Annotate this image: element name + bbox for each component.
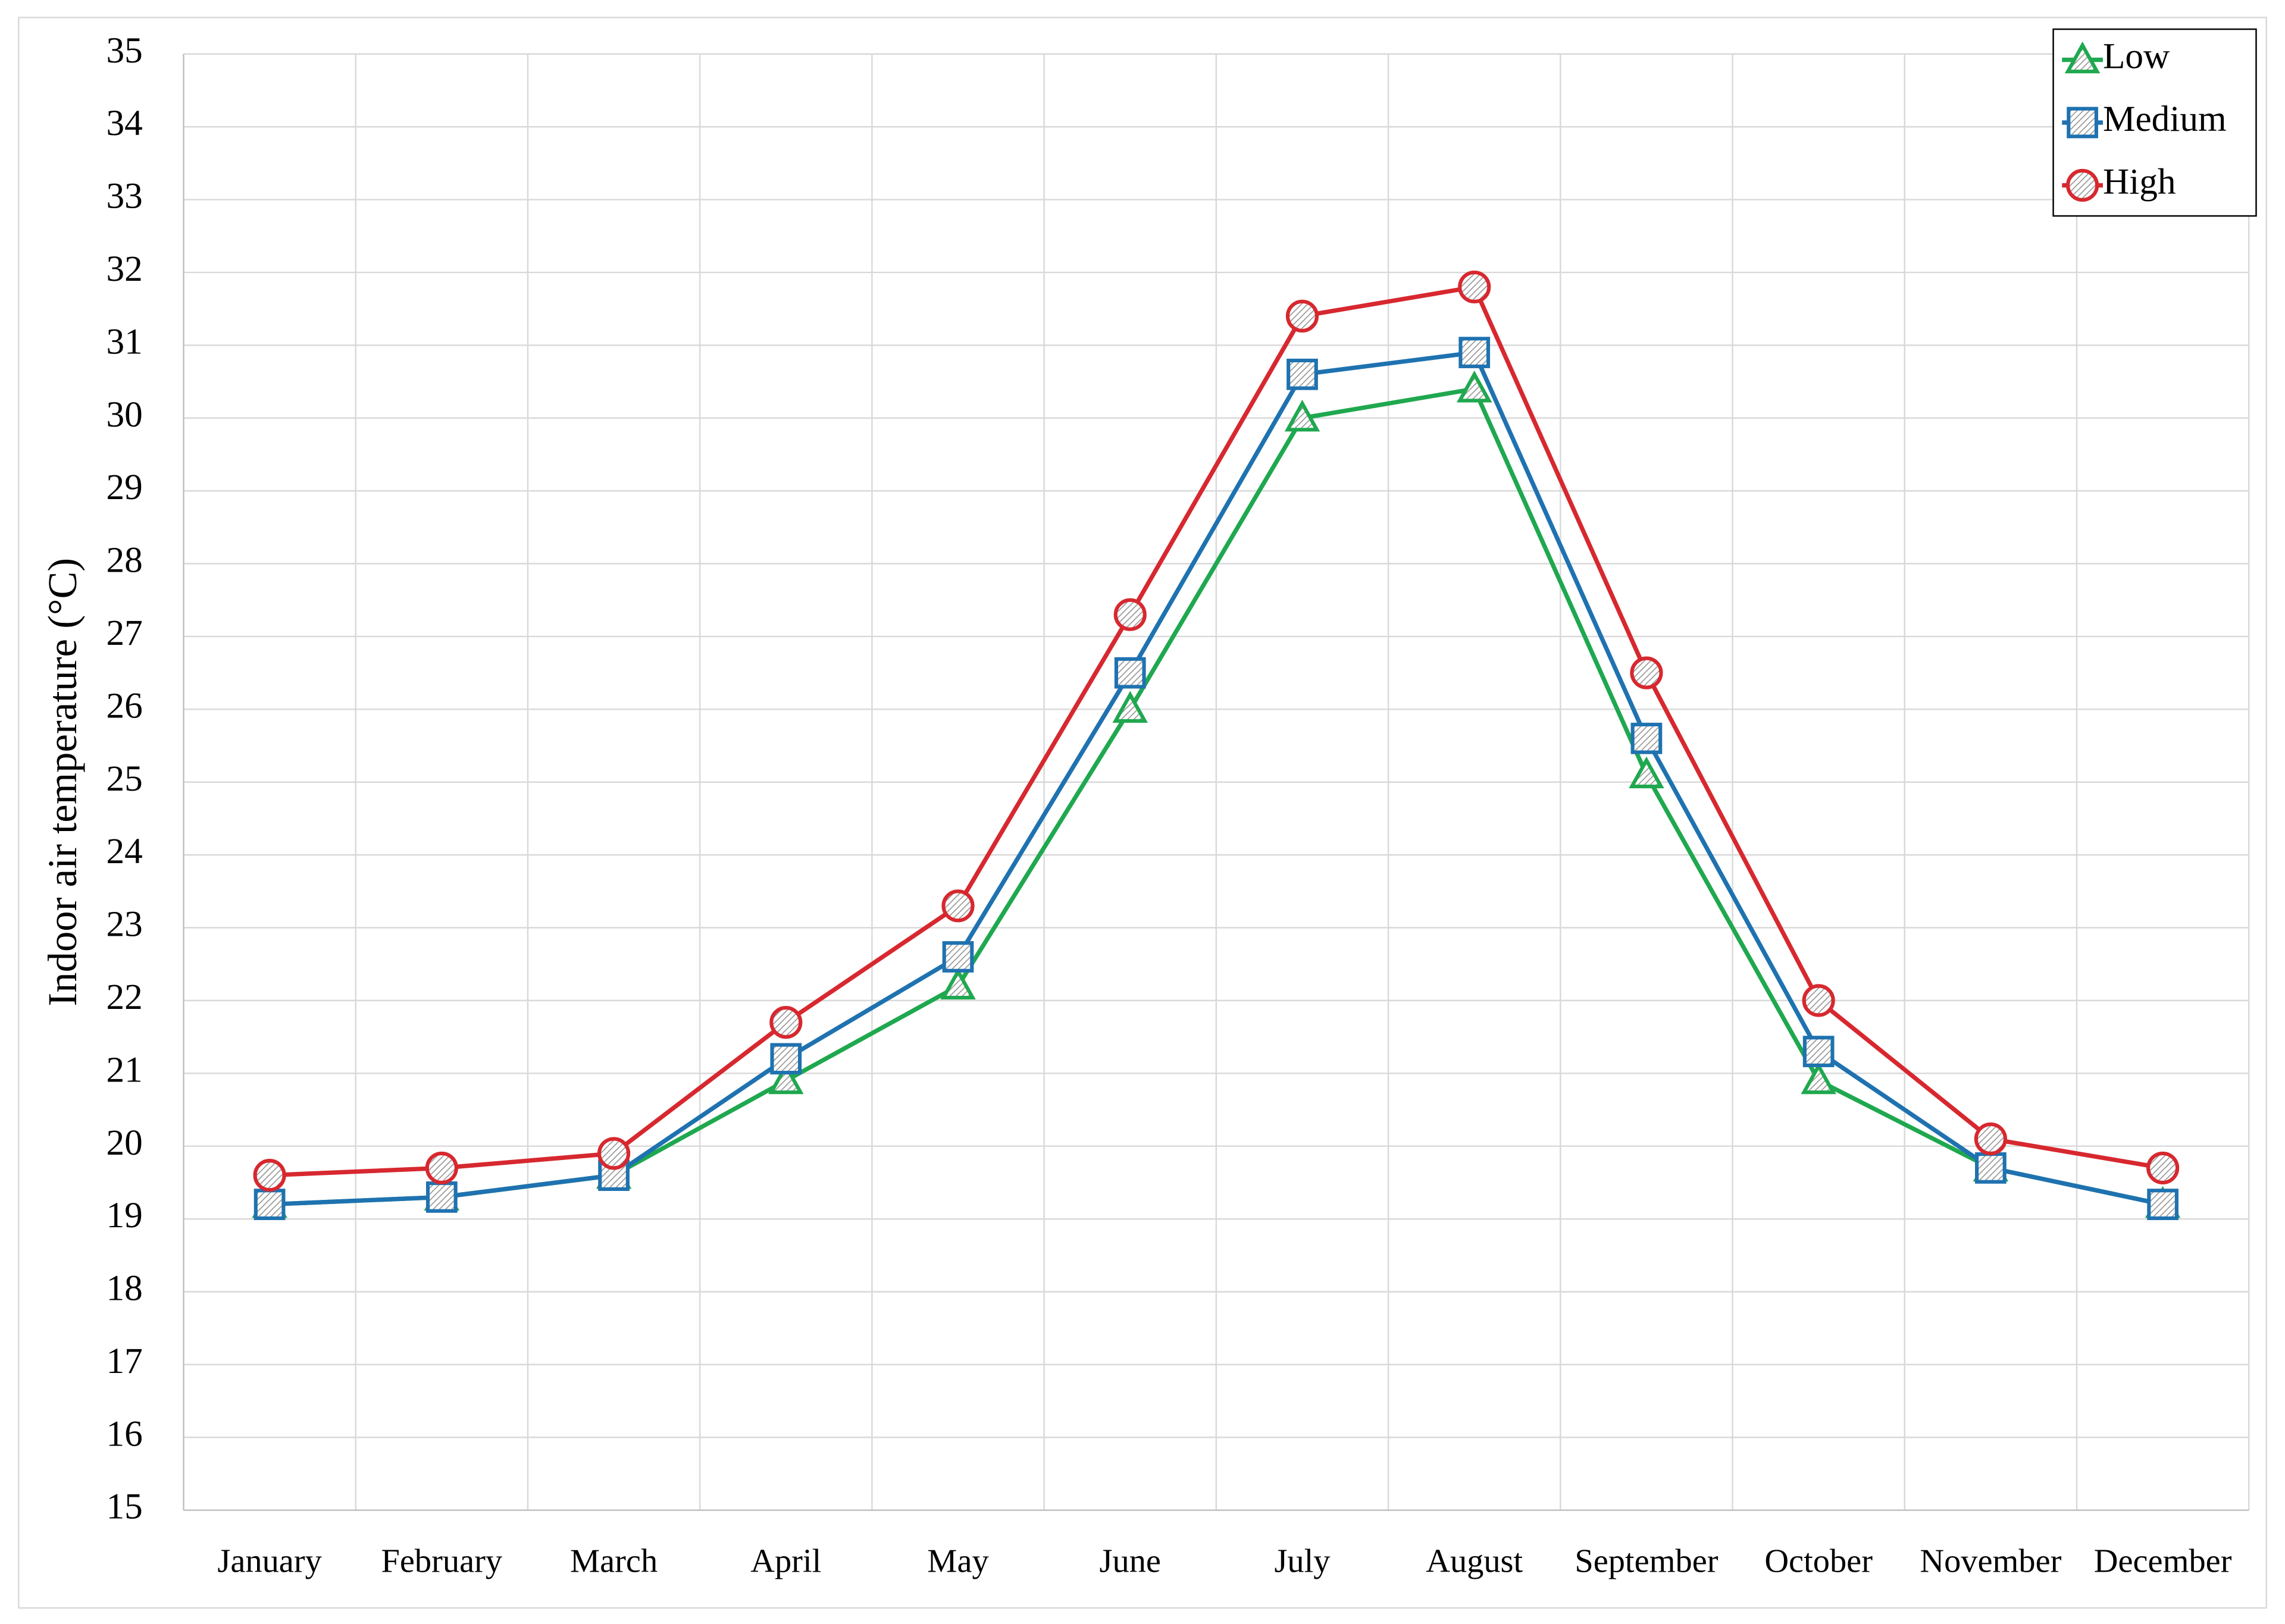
- marker-square: [2067, 106, 2098, 139]
- x-tick-label: December: [2094, 1543, 2232, 1579]
- x-tick-label: September: [1575, 1543, 1718, 1579]
- marker-square: [425, 1181, 458, 1213]
- y-tick-label: 18: [106, 1268, 142, 1309]
- y-tick-label: 16: [106, 1413, 142, 1454]
- series-line: [269, 284, 2164, 1178]
- x-tick-label: August: [1426, 1543, 1523, 1579]
- y-tick-label: 21: [106, 1049, 142, 1090]
- marker-circle: [769, 1006, 803, 1039]
- y-tick-label: 15: [106, 1487, 142, 1527]
- y-tick-label: 20: [106, 1123, 142, 1163]
- marker-square: [1802, 1036, 1835, 1067]
- x-tick-label: October: [1764, 1543, 1873, 1579]
- marker-circle: [1113, 598, 1147, 631]
- x-tick-label: November: [1920, 1543, 2061, 1579]
- x-tick-label: January: [217, 1543, 321, 1579]
- marker-square: [253, 1189, 286, 1220]
- marker-triangle: [2064, 41, 2101, 74]
- marker-square: [942, 941, 974, 973]
- y-tick-label: 26: [106, 685, 142, 726]
- x-tick-label: March: [570, 1543, 658, 1579]
- marker-square: [1630, 722, 1663, 754]
- legend: Low Medium High: [2052, 28, 2257, 217]
- y-tick-label: 25: [106, 758, 142, 799]
- y-tick-label: 33: [106, 176, 142, 217]
- y-axis-title: Indoor air temperature (°C): [40, 558, 85, 1007]
- y-tick-label: 24: [106, 831, 142, 871]
- plot-area: [252, 270, 2181, 1220]
- marker-triangle: [1456, 370, 1492, 403]
- axes: 15 16 17 18 19 20 21 22 23 24 25 26 27 28 29 30 31 32 33 34…: [106, 30, 2249, 1579]
- legend-label: Medium: [2103, 99, 2227, 139]
- marker-square: [1458, 337, 1491, 368]
- y-tick-label: 29: [106, 467, 142, 507]
- marker-circle: [253, 1159, 286, 1192]
- marker-triangle: [1284, 399, 1320, 432]
- marker-circle: [2066, 168, 2099, 202]
- marker-circle: [1974, 1122, 2007, 1156]
- marker-circle: [1630, 656, 1663, 689]
- marker-circle: [1285, 299, 1319, 333]
- marker-square: [1975, 1152, 2007, 1184]
- x-tick-label: May: [927, 1543, 988, 1579]
- marker-circle: [941, 889, 975, 923]
- marker-circle: [597, 1137, 631, 1170]
- y-tick-label: 35: [106, 30, 142, 71]
- legend-label: Low: [2103, 36, 2170, 77]
- y-tick-label: 34: [106, 103, 142, 143]
- y-tick-label: 27: [106, 613, 142, 653]
- y-tick-label: 19: [106, 1195, 142, 1236]
- y-tick-label: 31: [106, 321, 142, 362]
- y-tick-label: 22: [106, 977, 142, 1017]
- marker-square: [1287, 358, 1318, 390]
- marker-circle: [1458, 270, 1491, 304]
- y-tick-label: 17: [106, 1341, 142, 1381]
- legend-label: High: [2103, 162, 2176, 202]
- x-tick-label: April: [750, 1543, 821, 1579]
- series-line: [269, 350, 2164, 1207]
- grid: [183, 53, 2250, 1511]
- marker-triangle: [1112, 691, 1148, 723]
- marker-square: [770, 1043, 802, 1075]
- marker-triangle: [768, 1062, 804, 1095]
- y-tick-label: 30: [106, 394, 142, 435]
- marker-triangle: [1801, 1062, 1836, 1095]
- marker-circle: [2146, 1151, 2180, 1185]
- y-tick-label: 32: [106, 249, 142, 289]
- marker-circle: [1802, 984, 1835, 1017]
- chart-border: [18, 17, 2267, 1609]
- x-tick-label: February: [381, 1543, 503, 1579]
- y-tick-label: 23: [106, 904, 142, 945]
- marker-circle: [425, 1151, 458, 1185]
- marker-triangle: [940, 967, 976, 1000]
- marker-triangle: [1629, 756, 1664, 789]
- x-tick-label: June: [1100, 1543, 1161, 1579]
- marker-square: [1114, 657, 1146, 689]
- marker-square: [2147, 1189, 2178, 1220]
- y-tick-label: 28: [106, 540, 142, 581]
- x-tick-label: July: [1274, 1543, 1330, 1579]
